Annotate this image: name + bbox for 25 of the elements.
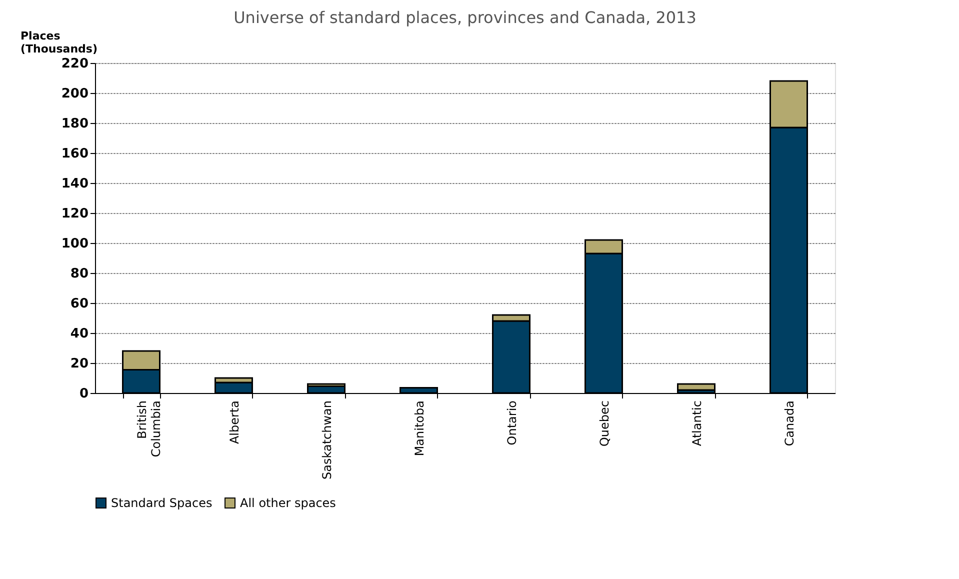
- legend-label: All other spaces: [240, 496, 336, 510]
- y-tick-label: 180: [61, 116, 88, 132]
- y-tick-label: 200: [61, 86, 88, 102]
- y-tick-label: 60: [70, 296, 88, 312]
- legend-label: Standard Spaces: [111, 496, 212, 510]
- y-tick-label: 140: [61, 176, 88, 192]
- y-tick-label: 40: [70, 326, 88, 342]
- x-tick-label: Alberta: [227, 400, 242, 444]
- y-axis-title: Places (Thousands): [20, 30, 98, 56]
- x-tick-label: Ontario: [504, 400, 519, 446]
- y-tick-label: 0: [79, 386, 88, 402]
- x-tick-label: British Columbia: [134, 400, 163, 458]
- x-tick-label: Canada: [782, 400, 796, 446]
- y-tick-label: 220: [61, 56, 88, 72]
- bar: [677, 383, 716, 391]
- chart-title: Universe of standard places, provinces and Canada, 2013: [234, 8, 696, 27]
- y-tick-label: 80: [70, 266, 88, 282]
- y-tick-label: 20: [70, 356, 88, 372]
- x-tick-label: Saskatchwan: [320, 400, 334, 480]
- y-tick-label: 100: [61, 236, 88, 252]
- x-tick-label: Atlantic: [690, 400, 704, 446]
- x-tick-label: Manitoba: [412, 400, 426, 456]
- y-tick-label: 160: [61, 146, 88, 162]
- x-tick-label: Quebec: [597, 400, 612, 447]
- y-tick-label: 120: [61, 206, 88, 222]
